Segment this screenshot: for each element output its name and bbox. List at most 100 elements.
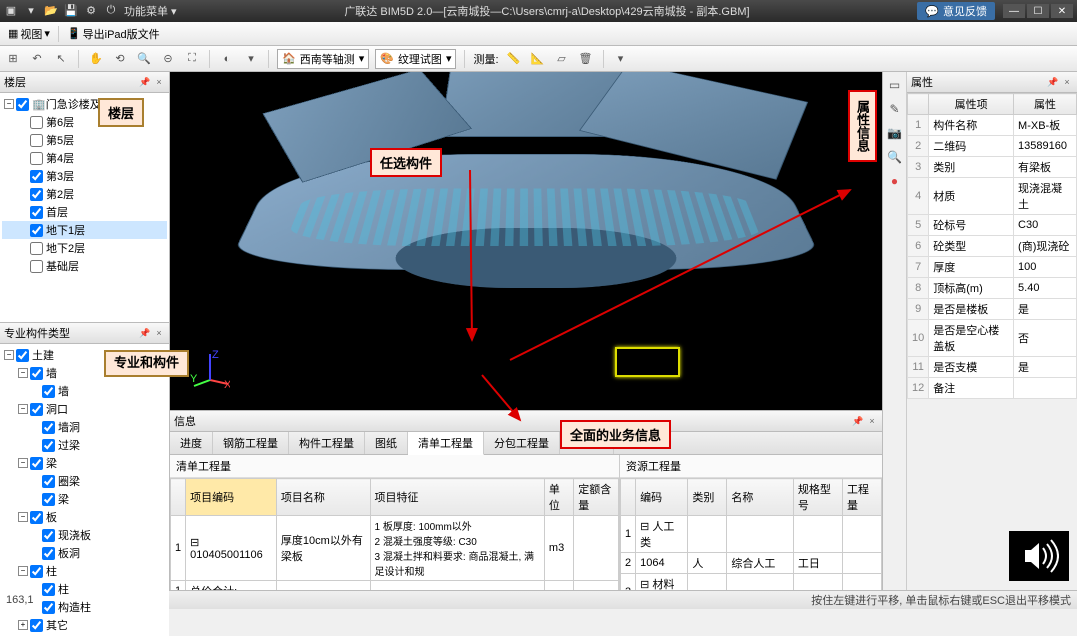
type-group[interactable]: −洞口 (2, 400, 167, 418)
pin-icon[interactable]: 📌 (852, 415, 864, 427)
info-tab[interactable]: 进度 (170, 432, 213, 454)
feedback-button[interactable]: 💬 意见反馈 (917, 2, 995, 20)
floor-item[interactable]: 地下2层 (2, 239, 167, 257)
bill-table: 项目编码项目名称项目特征单位定额含量1⊟ 010405001106厚度10cm以… (170, 478, 619, 590)
type-group[interactable]: −梁 (2, 454, 167, 472)
tree-collapse-icon[interactable]: − (4, 99, 14, 109)
orbit-icon[interactable]: ⟲ (111, 50, 129, 68)
section-icon[interactable]: ◐ (218, 50, 236, 68)
floor-item[interactable]: 第3层 (2, 167, 167, 185)
grid-icon[interactable]: ⊞ (4, 50, 22, 68)
type-item[interactable]: 梁 (2, 490, 167, 508)
info-tab[interactable]: 构件工程量 (289, 432, 365, 454)
floor-item[interactable]: 首层 (2, 203, 167, 221)
resource-table: 编码类别名称规格型号工程量1⊟ 人工类2 1064人综合人工工日3⊟ 材料类4 … (620, 478, 882, 590)
measure-angle-icon[interactable]: 📐 (529, 50, 547, 68)
zoom-fit-icon[interactable]: ⛶ (183, 50, 201, 68)
props-title: 属性 (911, 74, 933, 90)
info-tab[interactable]: 图纸 (365, 432, 408, 454)
type-item[interactable]: 过梁 (2, 436, 167, 454)
pin-icon[interactable]: 📌 (139, 327, 151, 339)
type-item[interactable]: 圈梁 (2, 472, 167, 490)
tool1-icon[interactable]: ▭ (886, 76, 904, 94)
tool3-icon[interactable]: 📷 (886, 124, 904, 142)
floor-item[interactable]: 地下1层 (2, 221, 167, 239)
render-mode-combo[interactable]: 🎨 纹理试图 ▾ (375, 49, 456, 69)
info-tab[interactable]: 钢筋工程量 (213, 432, 289, 454)
window-title: 广联达 BIM5D 2.0—[云南城投—C:\Users\cmrj-a\Desk… (177, 3, 918, 19)
clip-icon[interactable]: ▾ (242, 50, 260, 68)
tool2-icon[interactable]: ✎ (886, 100, 904, 118)
pin-icon[interactable]: 📌 (139, 76, 151, 88)
status-hint: 按住左键进行平移, 单击鼠标右键或ESC退出平移模式 (811, 592, 1071, 608)
svg-text:Z: Z (212, 350, 219, 361)
panel-close-icon[interactable]: × (153, 76, 165, 88)
floor-item[interactable]: 第2层 (2, 185, 167, 203)
tool4-icon[interactable]: 🔍 (886, 148, 904, 166)
info-tab[interactable]: 分包工程量 (484, 432, 560, 454)
minimize-button[interactable]: — (1003, 4, 1025, 18)
axis-gizmo[interactable]: X Y Z (190, 350, 230, 390)
view-dropdown[interactable]: ▦ 视图 ▾ (4, 25, 54, 43)
power-icon[interactable]: ⏻ (104, 3, 118, 17)
floor-item[interactable]: 基础层 (2, 257, 167, 275)
info-panel: 信息 📌× 进度钢筋工程量构件工程量图纸清单工程量分包工程量资源量 清单工程量 … (170, 410, 882, 590)
open-icon[interactable]: 📂 (44, 3, 58, 17)
pan-icon[interactable]: ✋ (87, 50, 105, 68)
panel-close-icon[interactable]: × (866, 415, 878, 427)
type-item[interactable]: 墙 (2, 382, 167, 400)
type-item[interactable]: 现浇板 (2, 526, 167, 544)
save-icon[interactable]: 💾 (64, 3, 78, 17)
measure-area-icon[interactable]: ▱ (553, 50, 571, 68)
pointer-icon[interactable]: ↖ (52, 50, 70, 68)
menu-dropdown[interactable]: 功能菜单 ▾ (124, 3, 177, 19)
tool5-icon[interactable]: ● (886, 172, 904, 190)
pin-icon[interactable]: 📌 (1047, 76, 1059, 88)
floor-checkbox[interactable] (30, 206, 43, 219)
floor-checkbox[interactable] (30, 134, 43, 147)
export-ipad-button[interactable]: 📱 导出iPad版文件 (63, 25, 164, 43)
info-tab[interactable]: 清单工程量 (408, 432, 484, 455)
zoom-in-icon[interactable]: 🔍 (135, 50, 153, 68)
maximize-button[interactable]: ☐ (1027, 4, 1049, 18)
floor-checkbox[interactable] (30, 260, 43, 273)
floor-checkbox[interactable] (30, 242, 43, 255)
info-title: 信息 (174, 413, 196, 429)
audio-indicator (1009, 531, 1069, 581)
measure-dist-icon[interactable]: 📏 (505, 50, 523, 68)
filter-icon[interactable]: ▾ (612, 50, 630, 68)
undo-icon[interactable]: ↶ (28, 50, 46, 68)
viewport-3d[interactable]: X Y Z (170, 72, 882, 410)
svg-text:X: X (224, 379, 230, 390)
type-item[interactable]: 墙洞 (2, 418, 167, 436)
measure-clear-icon[interactable]: 🗑 (577, 50, 595, 68)
type-item[interactable]: 板洞 (2, 544, 167, 562)
info-left-title: 清单工程量 (170, 455, 619, 478)
type-group[interactable]: −板 (2, 508, 167, 526)
type-group[interactable]: −柱 (2, 562, 167, 580)
floor-checkbox[interactable] (30, 224, 43, 237)
view-angle-combo[interactable]: 🏠 西南等轴测 ▾ (277, 49, 369, 69)
measure-label: 测量: (473, 51, 498, 67)
type-group[interactable]: +其它 (2, 616, 167, 634)
selected-component-box (615, 347, 680, 377)
left-panels: 楼层 📌× −🏢 门急诊楼及行政楼 第6层第5层第4层第3层第2层首层 地下1层… (0, 72, 170, 590)
new-icon[interactable]: ▾ (24, 3, 38, 17)
toolbar-view: ▦ 视图 ▾ 📱 导出iPad版文件 (0, 22, 1077, 46)
app-icon: ▣ (4, 3, 18, 17)
zoom-out-icon[interactable]: ⊝ (159, 50, 177, 68)
floor-item[interactable]: 第4层 (2, 149, 167, 167)
right-panel: ▭ ✎ 📷 🔍 ● 属性 📌× 属性项属性1构件名称M-XB-板2二维码1358… (882, 72, 1077, 590)
root-checkbox[interactable] (16, 98, 29, 111)
floor-checkbox[interactable] (30, 152, 43, 165)
floor-checkbox[interactable] (30, 116, 43, 129)
close-button[interactable]: ✕ (1051, 4, 1073, 18)
floor-item[interactable]: 第5层 (2, 131, 167, 149)
callout-types: 专业和构件 (104, 350, 189, 377)
callout-floor: 楼层 (98, 98, 144, 127)
floor-checkbox[interactable] (30, 188, 43, 201)
floor-checkbox[interactable] (30, 170, 43, 183)
panel-close-icon[interactable]: × (1061, 76, 1073, 88)
panel-close-icon[interactable]: × (153, 327, 165, 339)
settings-icon[interactable]: ⚙ (84, 3, 98, 17)
